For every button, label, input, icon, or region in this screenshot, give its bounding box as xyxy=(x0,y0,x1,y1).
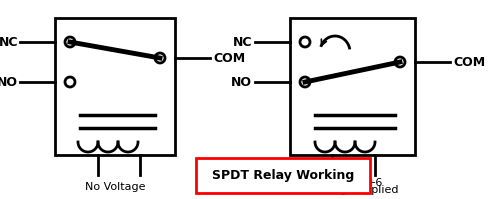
Text: COM: COM xyxy=(213,52,245,64)
Bar xyxy=(55,18,175,155)
Text: 0: 0 xyxy=(329,178,336,188)
Text: SPDT Relay Working: SPDT Relay Working xyxy=(212,169,354,181)
Circle shape xyxy=(65,77,75,87)
Circle shape xyxy=(300,77,310,87)
Text: NC: NC xyxy=(0,35,18,49)
Text: NC: NC xyxy=(233,35,252,49)
Circle shape xyxy=(300,37,310,47)
Circle shape xyxy=(65,37,75,47)
Text: No Voltage: No Voltage xyxy=(85,182,145,192)
Bar xyxy=(196,158,370,193)
Text: COM: COM xyxy=(453,56,485,68)
Circle shape xyxy=(155,53,165,63)
Text: NO: NO xyxy=(231,75,252,89)
Circle shape xyxy=(395,57,405,67)
Bar xyxy=(290,18,415,155)
Text: Voltage applied: Voltage applied xyxy=(312,185,398,195)
Text: +6: +6 xyxy=(367,178,383,188)
Text: NO: NO xyxy=(0,75,18,89)
